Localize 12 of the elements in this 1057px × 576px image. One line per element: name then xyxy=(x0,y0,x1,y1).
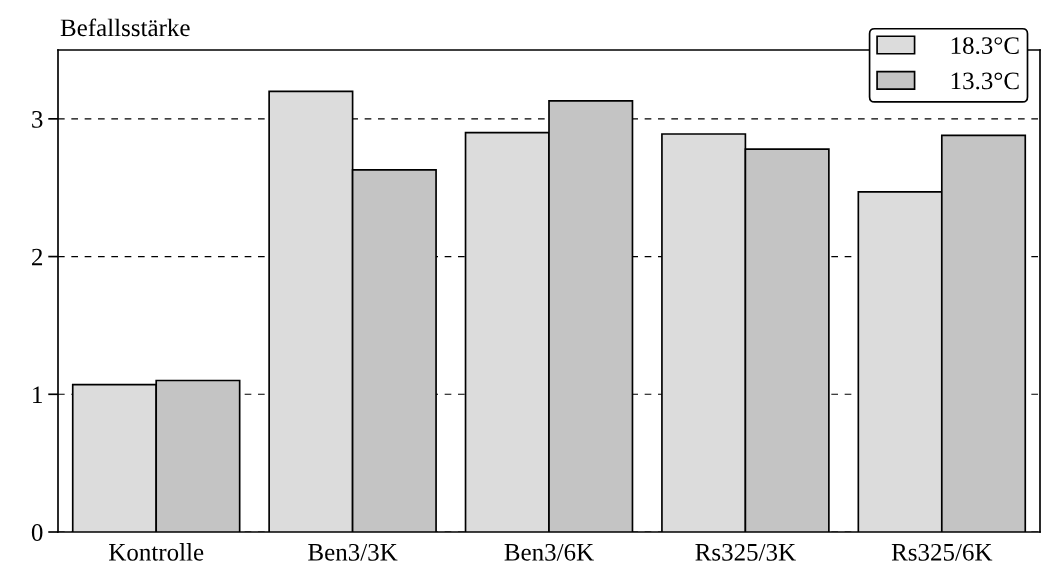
x-tick-label: Kontrolle xyxy=(109,543,204,561)
y-tick-label: 3 xyxy=(32,110,43,128)
y-axis-title: Befallsstärke xyxy=(60,18,190,37)
legend-label: 18.3°C xyxy=(951,37,1019,55)
y-tick-label: 0 xyxy=(31,524,43,541)
x-tick-label: Ben3/3K xyxy=(308,543,398,561)
legend-label: 13.3°C xyxy=(951,72,1019,90)
x-tick-label: Ben3/6K xyxy=(504,543,594,561)
x-tick-label: Rs325/3K xyxy=(695,543,796,561)
y-tick-label: 2 xyxy=(32,248,43,266)
x-tick-label: Rs325/6K xyxy=(891,543,993,561)
y-tick-label: 1 xyxy=(33,386,42,403)
